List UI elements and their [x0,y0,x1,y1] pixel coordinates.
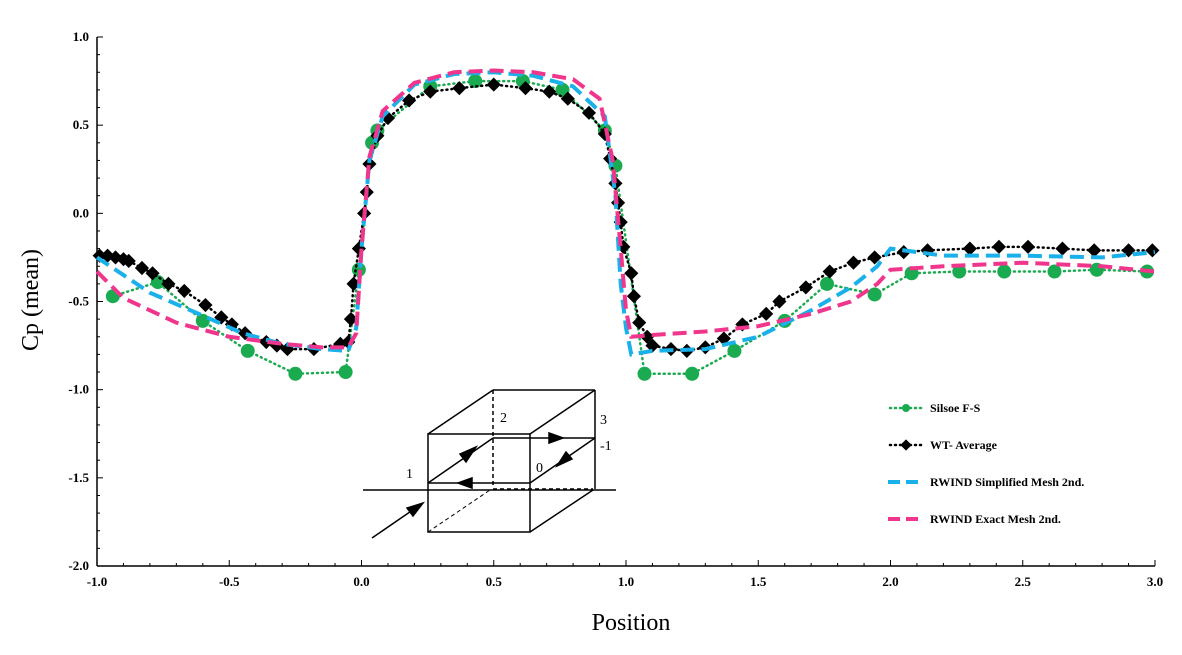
data-point [177,283,192,298]
data-point [198,297,213,313]
data-point [288,366,303,381]
data-point [343,312,358,327]
diagram-labels: 1 2 3 -1 0 [406,411,612,482]
y-axis-label: Cp (mean) [18,249,44,351]
data-point [134,260,150,276]
data-point [952,264,967,279]
diagram-label-3: 3 [600,413,607,428]
data-point [1055,241,1070,256]
series-line [111,79,1149,376]
data-point [1145,243,1160,258]
data-point [867,287,882,302]
data-point [624,266,639,281]
data-point [240,343,255,358]
series-3 [95,68,1156,350]
data-point [846,255,861,270]
diagram-label-1: 1 [406,467,413,482]
data-point [626,289,642,304]
x-tick-label: 2.5 [1015,574,1032,589]
data-point [645,338,660,353]
data-point [452,81,467,96]
data-point [867,250,882,265]
building-diagram [363,389,616,539]
x-axis-label: Position [592,610,671,636]
data-point [798,280,813,295]
data-point [402,93,417,108]
y-tick-label: 0.0 [73,205,89,220]
data-point [637,366,652,381]
y-tick-label: -1.5 [68,470,89,485]
data-point [560,91,575,106]
x-tick-label: 0.5 [486,574,503,589]
data-point [772,294,787,309]
legend-label: RWIND Exact Mesh 2nd. [930,512,1061,526]
x-tick-label: 2.0 [882,574,898,589]
x-tick-label: 0.0 [353,574,369,589]
data-point [145,266,160,281]
legend-item-rwind-exact: RWIND Exact Mesh 2nd. [888,512,1061,526]
data-point [581,105,597,120]
diagram-label-0: 0 [536,461,543,476]
legend-item-silsoe: Silsoe F-S [888,401,981,415]
y-tick-label: 0.5 [73,117,90,132]
data-point [1087,243,1102,258]
data-point [1020,239,1036,254]
x-tick-label: 1.5 [750,574,767,589]
x-tick-label: -0.5 [219,574,240,589]
legend-label: WT- Average [930,438,998,452]
data-point [991,239,1007,254]
data-point [542,84,557,99]
data-point [962,241,977,256]
data-point [727,343,742,358]
data-point [423,84,438,99]
series-line [95,68,1156,350]
data-point [685,366,700,381]
legend: Silsoe F-S WT- Average RWIND Simplified … [888,401,1084,526]
series-0 [105,74,1155,381]
data-point [820,276,835,291]
axes: 1.00.50.0-0.5-1.0-1.5-2.0-1.0 -0.5 0.0 0.5 1… [68,29,1163,589]
legend-label: Silsoe F-S [930,401,981,415]
data-point [362,156,377,172]
diagram-label-2: 2 [500,411,507,426]
data-point [338,365,353,380]
x-tick-label: -1.0 [87,574,108,589]
series-line [95,70,1156,357]
legend-item-wt-average: WT- Average [888,438,998,452]
x-tick-label: 1.0 [618,574,634,589]
x-tick-label: 3.0 [1147,574,1163,589]
diagram-label-neg1: -1 [600,439,612,454]
legend-item-rwind-simplified: RWIND Simplified Mesh 2nd. [888,475,1084,489]
series-2 [95,70,1156,357]
data-point [997,264,1012,279]
data-point [195,313,210,328]
data-point [555,82,570,97]
series-group [92,68,1160,381]
series-line [98,83,1154,353]
data-point [486,77,501,92]
data-point [1047,264,1062,279]
y-tick-label: -2.0 [68,558,89,573]
data-point [632,315,647,330]
y-tick-label: 1.0 [73,29,89,44]
data-point [759,306,774,321]
data-point [161,276,176,291]
data-point [468,74,483,89]
data-point [822,264,837,279]
y-tick-label: -1.0 [68,382,89,397]
legend-label: RWIND Simplified Mesh 2nd. [930,475,1084,489]
data-point [518,81,533,96]
y-tick-label: -0.5 [68,294,89,309]
